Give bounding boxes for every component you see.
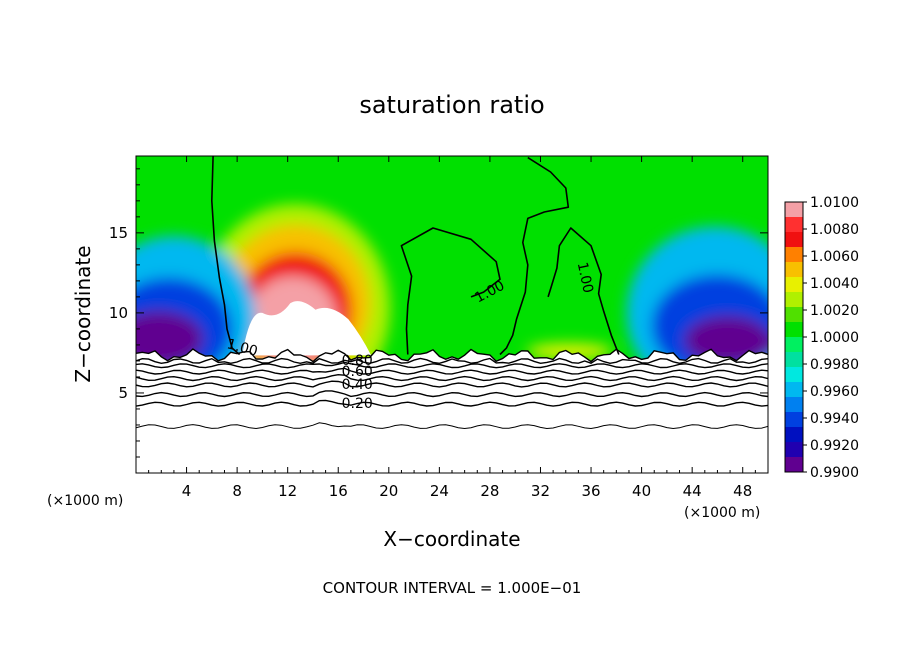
colorbar-tick-label: 1.0060 — [810, 249, 859, 265]
x-tick-label: 20 — [379, 482, 398, 500]
x-tick-label: 16 — [329, 482, 348, 500]
y-tick-label: 5 — [118, 384, 128, 402]
y-axis-label: Z−coordinate — [71, 245, 95, 382]
colorbar-swatch — [785, 247, 803, 263]
humidity-contour — [136, 399, 768, 407]
colorbar-labels: 1.0100 1.0080 1.0060 1.0040 1.0020 1.0000 0.99… — [803, 195, 859, 481]
contour-label: 1.00 — [574, 261, 596, 295]
x-tick-label: 8 — [232, 482, 242, 500]
colorbar-tick-label: 0.9960 — [810, 384, 859, 400]
colorbar-swatch — [785, 232, 803, 248]
x-tick-label: 36 — [581, 482, 600, 500]
plot-area: 1.001.00 1.000.800.600.400.20 — [135, 155, 769, 474]
colorbar-swatches — [785, 202, 803, 473]
colorbar-tick-label: 0.9940 — [810, 411, 859, 427]
x-tick-label: 4 — [182, 482, 192, 500]
field-cell — [704, 336, 768, 353]
humidity-contour — [136, 373, 768, 382]
field-cell — [136, 333, 202, 350]
colorbar-swatch — [785, 427, 803, 443]
x-tick-label: 32 — [531, 482, 550, 500]
x-tick-label: 24 — [430, 482, 449, 500]
colorbar-swatch — [785, 262, 803, 278]
colorbar-swatch — [785, 217, 803, 233]
x-tick-label: 40 — [632, 482, 651, 500]
colorbar-tick-label: 1.0080 — [810, 222, 859, 238]
unresolved-region — [242, 301, 372, 356]
colorbar-tick-label: 0.9900 — [810, 465, 859, 481]
saturation-contour — [400, 227, 501, 355]
colorbar-swatch — [785, 412, 803, 428]
colorbar-swatch — [785, 382, 803, 398]
colorbar-swatch — [785, 307, 803, 323]
colorbar-tick-label: 1.0100 — [810, 195, 859, 211]
humidity-contour — [136, 390, 768, 398]
contour-label: 1.00 — [225, 336, 259, 360]
colorbar-swatch — [785, 322, 803, 338]
x-tick-label: 44 — [683, 482, 702, 500]
contour-labels: 1.001.00 1.000.800.600.400.20 — [225, 261, 596, 412]
saturation-contour — [499, 156, 570, 356]
humidity-contour — [136, 361, 768, 369]
contour-label: 0.60 — [342, 364, 373, 380]
contour-label: 0.20 — [342, 396, 373, 412]
x-tick-label: 28 — [480, 482, 499, 500]
y-tick-label: 10 — [109, 304, 128, 322]
contour-lines — [136, 156, 768, 430]
colorbar-swatch — [785, 367, 803, 383]
colorbar: 1.0100 1.0080 1.0060 1.0040 1.0020 1.0000 0.99… — [784, 195, 859, 481]
x-unit-right: (×1000 m) — [684, 505, 760, 521]
contour-interval-note: CONTOUR INTERVAL = 1.000E−01 — [323, 579, 582, 597]
x-axis-label: X−coordinate — [383, 527, 520, 551]
colorbar-swatch — [785, 337, 803, 353]
colorbar-swatch — [785, 352, 803, 368]
colorbar-swatch — [785, 397, 803, 413]
x-tick-label: 12 — [278, 482, 297, 500]
x-tick-label: 48 — [733, 482, 752, 500]
colorbar-swatch — [785, 442, 803, 458]
saturation-contour — [547, 227, 620, 355]
colorbar-tick-label: 0.9980 — [810, 357, 859, 373]
colorbar-swatch — [785, 292, 803, 308]
contour-label: 0.40 — [342, 377, 373, 393]
colorbar-swatch — [785, 457, 803, 473]
x-axis: 4 8 12 16 20 24 28 32 36 40 44 48 — [148, 156, 756, 500]
ground-contour — [136, 348, 768, 363]
humidity-contour — [136, 380, 768, 388]
colorbar-tick-label: 1.0000 — [810, 330, 859, 346]
x-unit-left: (×1000 m) — [47, 493, 123, 509]
colorbar-tick-label: 0.9920 — [810, 438, 859, 454]
colorbar-tick-label: 1.0020 — [810, 303, 859, 319]
humidity-contour — [136, 367, 768, 375]
y-axis: 5 10 15 — [109, 168, 768, 458]
chart-title: saturation ratio — [359, 91, 544, 119]
field-cell — [526, 343, 613, 360]
saturation-contour — [211, 156, 241, 356]
y-tick-label: 15 — [109, 224, 128, 242]
colorbar-tick-label: 1.0040 — [810, 276, 859, 292]
contour-label: 0.80 — [342, 353, 373, 369]
humidity-contour — [136, 422, 768, 430]
humidity-contour — [136, 357, 768, 365]
colorbar-swatch — [785, 277, 803, 293]
colorbar-swatch — [785, 202, 803, 218]
